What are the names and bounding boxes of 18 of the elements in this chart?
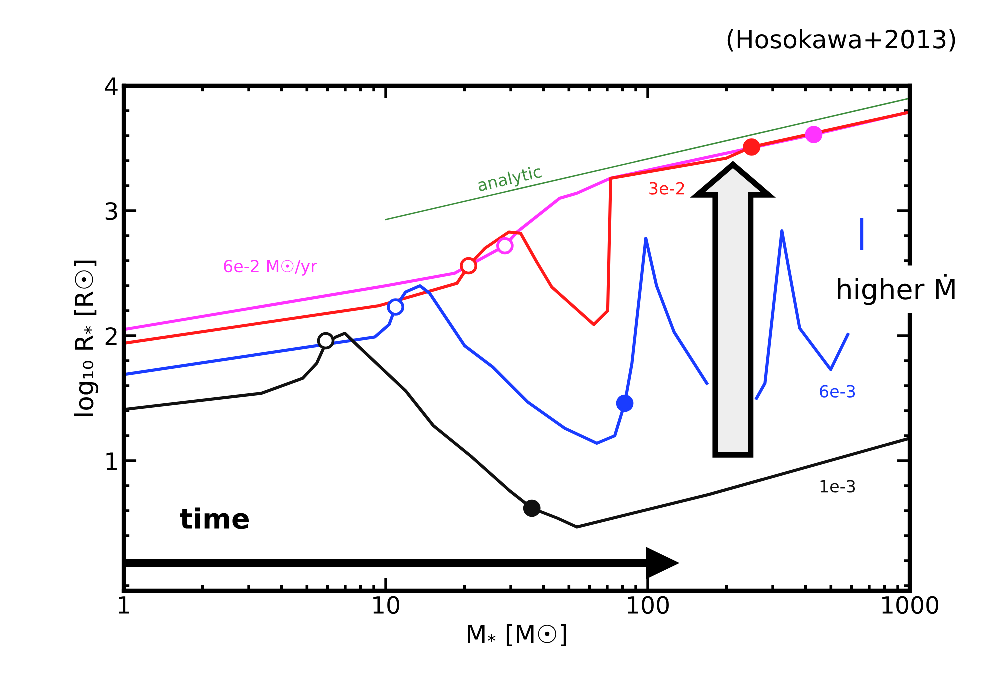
x-tick-label: 1000 — [882, 596, 938, 614]
series-label: 6e-3 — [820, 385, 856, 398]
x-tick-label: 100 — [628, 596, 669, 614]
text: analytic — [477, 164, 543, 195]
x-axis-title: M$_{*}$ [M☉] — [468, 624, 566, 647]
y-tick-label: 3 — [106, 202, 118, 220]
series-label: 6e-2 M☉/yr — [224, 260, 318, 276]
annotation: higher Ṁ — [838, 274, 955, 306]
x-tick-label: 1 — [119, 596, 130, 614]
y-tick-label: 2 — [106, 327, 117, 345]
annotation: time — [180, 508, 250, 530]
y-axis-title: log₁₀ R$_{*}$ [R☉] — [74, 260, 99, 416]
text: (Hosokawa+2013) — [728, 29, 956, 52]
x-tick-label: 10 — [374, 596, 400, 614]
y-tick-label: 4 — [105, 78, 118, 95]
series-label: 1e-3 — [820, 480, 856, 493]
y-tick-label: 1 — [106, 452, 117, 470]
series-label: 3e-2 — [650, 182, 684, 195]
